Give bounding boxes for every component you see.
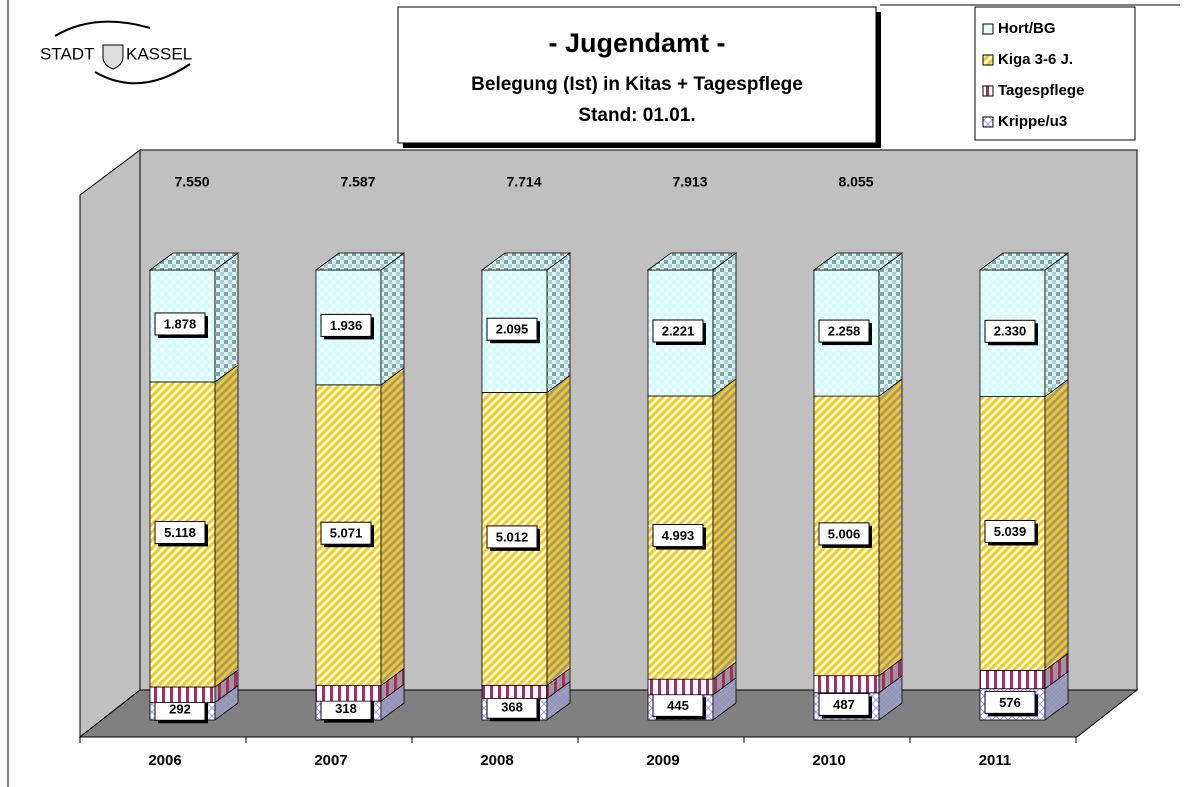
x-tick-label: 2008 <box>480 752 513 769</box>
x-tick-label: 2009 <box>646 752 679 769</box>
label-box <box>154 520 206 544</box>
data-label: 5.012 <box>496 529 529 544</box>
bar-side <box>878 252 903 397</box>
data-label: 5.118 <box>164 525 196 540</box>
label-box <box>652 524 704 548</box>
bar-top <box>148 252 240 271</box>
logo-text: STADT <box>40 44 94 63</box>
bar-side <box>712 252 737 397</box>
bar-side <box>546 252 571 394</box>
bar-side <box>214 364 239 688</box>
label-box <box>320 313 372 337</box>
bar-side <box>380 252 405 386</box>
legend-label: Krippe/u3 <box>998 113 1067 130</box>
chart-subtitle: Stand: 01.01. <box>578 105 695 126</box>
label-box <box>652 319 704 343</box>
label-box <box>320 521 372 545</box>
bar-segment <box>481 684 548 699</box>
legend-label: Kiga 3-6 J. <box>998 51 1073 68</box>
data-label: 2.258 <box>828 323 861 338</box>
side-wall <box>79 149 141 739</box>
bar-top <box>480 252 572 271</box>
label-box <box>984 690 1036 714</box>
data-label: 5.039 <box>994 524 1027 539</box>
bar-side <box>546 374 571 687</box>
legend-swatch <box>982 23 994 35</box>
legend-box <box>974 6 1136 141</box>
bar-side <box>878 378 903 677</box>
label-box <box>984 319 1036 343</box>
data-label: 1.936 <box>330 318 363 333</box>
legend-label: Tagespflege <box>998 82 1084 99</box>
bar-segment <box>647 678 714 696</box>
total-label: 7.913 <box>672 174 707 190</box>
data-label: 445 <box>667 698 689 713</box>
data-label: 368 <box>501 700 523 715</box>
x-tick-label: 2011 <box>979 752 1012 769</box>
bar-side <box>1044 252 1069 398</box>
bar-top <box>978 252 1070 271</box>
data-label: 487 <box>833 697 855 712</box>
legend-swatch <box>982 54 994 66</box>
bar-side <box>214 252 239 383</box>
data-label: 292 <box>169 702 191 717</box>
data-label: 576 <box>999 695 1021 710</box>
bar-side <box>1044 378 1069 672</box>
label-box <box>818 319 870 343</box>
data-label: 1.878 <box>164 316 197 331</box>
chart-subtitle: Belegung (Ist) in Kitas + Tagespflege <box>471 74 803 95</box>
bar-segment <box>979 669 1046 690</box>
bar-top <box>646 252 738 271</box>
bar-side <box>380 367 405 687</box>
label-box <box>818 522 870 546</box>
data-label: 2.221 <box>662 323 695 338</box>
logo-text: KASSEL <box>126 44 192 63</box>
bar-segment <box>813 675 880 694</box>
total-label: 7.587 <box>340 174 375 190</box>
legend-swatch <box>982 116 994 128</box>
logo: STADT KASSEL <box>40 20 192 85</box>
bar-top <box>314 252 406 271</box>
bar-top <box>812 252 904 271</box>
bar-segment <box>149 686 216 703</box>
x-tick-label: 2007 <box>314 752 347 769</box>
data-label: 2.330 <box>994 324 1027 339</box>
total-label: 7.714 <box>506 174 541 190</box>
bar-segment <box>315 685 382 702</box>
legend-label: Hort/BG <box>998 20 1056 37</box>
label-box <box>984 519 1036 543</box>
total-label: 7.550 <box>174 174 209 190</box>
label-box <box>486 525 538 549</box>
label-box <box>818 692 870 716</box>
label-box <box>154 312 206 336</box>
x-tick-label: 2006 <box>148 752 181 769</box>
title-box <box>397 6 877 144</box>
x-tick-label: 2010 <box>812 752 845 769</box>
data-label: 318 <box>335 701 357 716</box>
legend-swatch <box>982 85 994 97</box>
back-wall <box>139 149 1138 691</box>
data-label: 5.006 <box>828 526 861 541</box>
data-label: 2.095 <box>496 322 529 337</box>
data-label: 4.993 <box>662 528 695 543</box>
chart-title: - Jugendamt - <box>548 28 725 58</box>
total-label: 8.055 <box>838 174 873 190</box>
data-label: 5.071 <box>330 526 363 541</box>
label-box <box>486 317 538 341</box>
bar-side <box>712 378 737 680</box>
floor <box>78 689 1139 738</box>
